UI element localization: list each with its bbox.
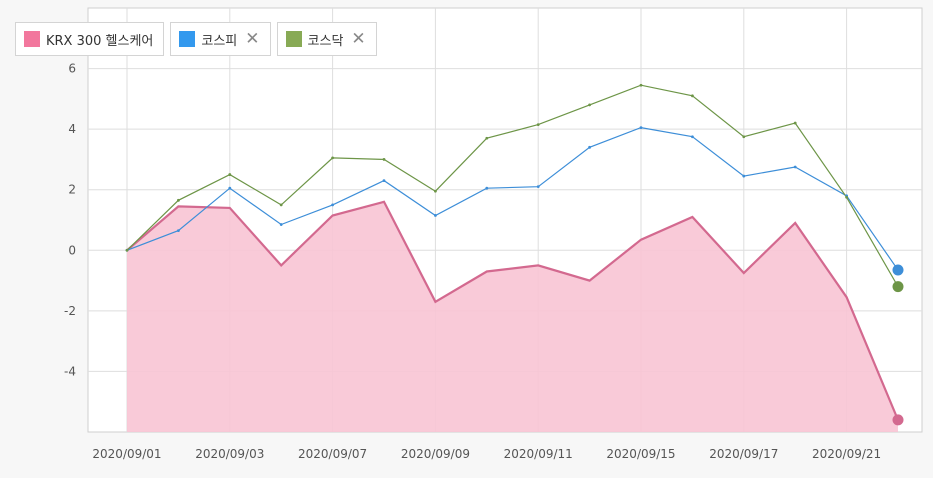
- series-point-1: [177, 229, 180, 233]
- series-line-1: [126, 126, 899, 271]
- series-point-2: [382, 158, 386, 161]
- series-point-1: [279, 223, 283, 226]
- series-point-1: [588, 145, 591, 149]
- x-tick-label: 2020/09/15: [606, 447, 675, 461]
- x-tick-label: 2020/09/11: [504, 447, 573, 461]
- series-point-1: [793, 165, 797, 169]
- series-point-2: [639, 83, 643, 87]
- legend-label: 코스피: [201, 33, 238, 49]
- area-layer: [127, 201, 898, 432]
- x-tick-label: 2020/09/17: [709, 447, 778, 461]
- series-point-1: [639, 126, 643, 130]
- y-tick-label: 0: [68, 243, 76, 257]
- x-tick-label: 2020/09/07: [298, 447, 367, 461]
- legend-swatch: [285, 31, 302, 47]
- y-tick-label: -4: [64, 364, 76, 378]
- y-tick-label: -2: [64, 304, 76, 318]
- point-layer: [125, 83, 904, 426]
- series-point-2: [485, 136, 489, 140]
- series-point-2: [434, 189, 437, 193]
- series-line-2: [126, 84, 899, 287]
- y-tick-label: 6: [68, 62, 76, 76]
- series-point-1: [434, 214, 437, 217]
- series-point-1: [228, 186, 232, 190]
- legend: KRX 300 헬스케어 코스피 ✕ 코스닥 ✕: [15, 22, 377, 56]
- series-point-2: [793, 121, 797, 125]
- series-end-marker-0[interactable]: [892, 414, 904, 426]
- series-point-2: [177, 198, 180, 202]
- legend-swatch: [24, 31, 40, 47]
- series-point-2: [331, 156, 334, 160]
- series-point-1: [691, 135, 694, 139]
- series-point-1: [485, 186, 489, 190]
- series-point-1: [742, 174, 746, 178]
- close-icon[interactable]: ✕: [245, 28, 260, 49]
- series-point-2: [228, 173, 232, 176]
- series-point-1: [382, 179, 386, 183]
- legend-item-kosdaq[interactable]: 코스닥 ✕: [276, 22, 377, 56]
- y-tick-label: 4: [68, 122, 76, 136]
- series-end-marker-2[interactable]: [892, 281, 904, 293]
- x-tick-label: 2020/09/09: [401, 447, 470, 461]
- x-tick-label: 2020/09/01: [92, 447, 161, 461]
- line-layer: [126, 84, 900, 421]
- x-tick-label: 2020/09/21: [812, 447, 881, 461]
- series-line-0: [126, 200, 900, 421]
- close-icon[interactable]: ✕: [351, 28, 366, 49]
- legend-swatch: [179, 31, 196, 47]
- x-axis: 2020/09/01 2020/09/03 2020/09/07 2020/09/09…: [92, 447, 881, 461]
- series-point-2: [125, 248, 129, 252]
- series-point-2: [588, 103, 591, 107]
- y-axis: -4 -2 0 2 4 6: [64, 62, 76, 379]
- legend-item-krx300-healthcare[interactable]: KRX 300 헬스케어: [15, 22, 165, 56]
- legend-label: KRX 300 헬스케어: [46, 33, 154, 49]
- legend-label: 코스닥: [307, 33, 344, 49]
- series-point-2: [536, 123, 540, 126]
- series-point-2: [279, 203, 283, 207]
- series-point-1: [331, 203, 334, 207]
- series-point-2: [691, 94, 694, 98]
- y-tick-label: 2: [68, 183, 76, 197]
- series-area-0: [127, 201, 898, 432]
- series-point-2: [845, 195, 848, 199]
- legend-item-kospi[interactable]: 코스피 ✕: [170, 22, 271, 56]
- x-tick-label: 2020/09/03: [195, 447, 264, 461]
- series-point-2: [742, 135, 746, 139]
- series-end-marker-1[interactable]: [892, 264, 904, 276]
- series-point-1: [536, 185, 540, 189]
